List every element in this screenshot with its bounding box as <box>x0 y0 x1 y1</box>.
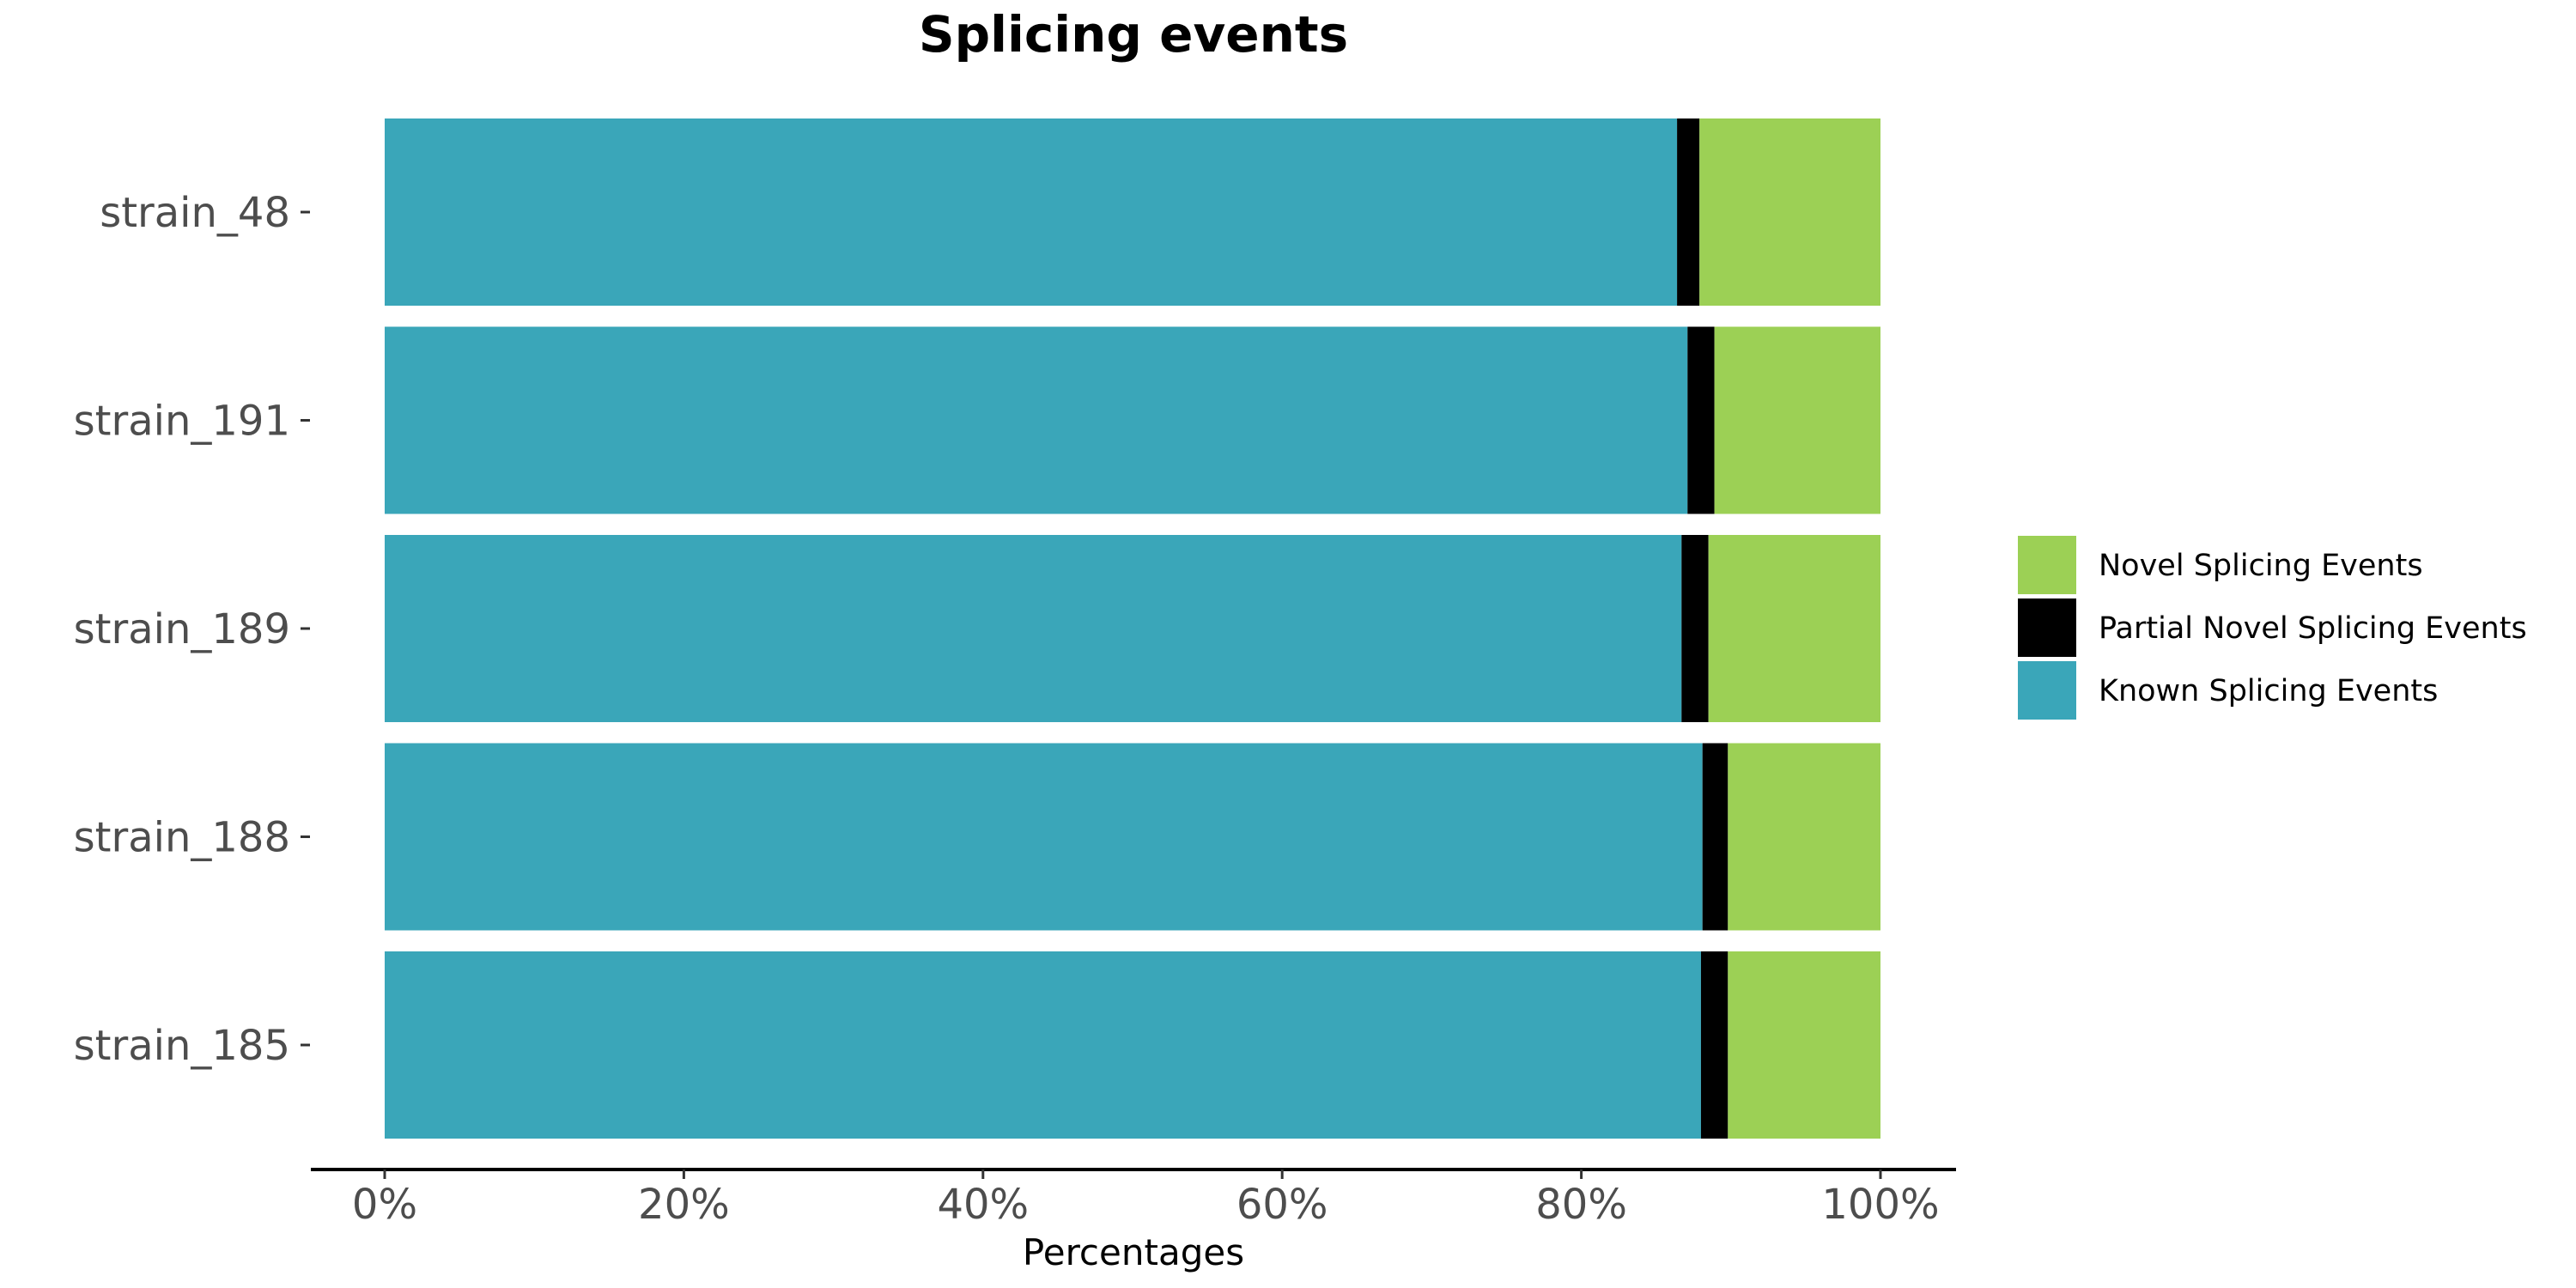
bar-strain_188-series-1 <box>1702 743 1728 931</box>
y-tick-label: strain_48 <box>100 189 290 237</box>
x-tick-label: 100% <box>1821 1181 1939 1229</box>
legend-label: Partial Novel Splicing Events <box>2099 611 2527 646</box>
x-tick-label: 0% <box>352 1181 417 1229</box>
x-axis-label: Percentages <box>1023 1231 1244 1273</box>
y-tick-label: strain_191 <box>74 398 290 446</box>
bar-strain_191-series-1 <box>1687 326 1715 514</box>
bar-strain_185-series-0 <box>385 951 1701 1139</box>
legend-key <box>2018 536 2076 594</box>
legend-key <box>2018 661 2076 720</box>
bars-layer <box>385 118 1880 1139</box>
chart-title: Splicing events <box>919 5 1348 64</box>
legend-key <box>2018 598 2076 657</box>
y-tick-label: strain_189 <box>74 605 290 653</box>
bar-strain_191-series-2 <box>1714 326 1880 514</box>
bar-strain_48-series-2 <box>1699 118 1880 306</box>
x-tick-label: 60% <box>1236 1181 1328 1229</box>
bar-strain_48-series-0 <box>385 118 1678 306</box>
bar-strain_189-series-2 <box>1708 535 1880 722</box>
bar-strain_188-series-0 <box>385 743 1703 931</box>
x-tick-label: 40% <box>937 1181 1029 1229</box>
bar-strain_185-series-2 <box>1728 951 1880 1139</box>
bar-strain_48-series-1 <box>1677 118 1700 306</box>
bar-strain_189-series-1 <box>1681 535 1709 722</box>
x-axis: 0% 20% 40% 60% 80% 100% <box>311 1168 1956 1229</box>
bar-strain_189-series-0 <box>385 535 1682 722</box>
y-tick-label: strain_188 <box>74 814 290 862</box>
y-tick-label: strain_185 <box>74 1022 290 1070</box>
legend: Novel Splicing Events Partial Novel Splic… <box>2018 536 2527 720</box>
x-tick-label: 20% <box>638 1181 730 1229</box>
bar-strain_188-series-2 <box>1728 743 1880 931</box>
bar-strain_191-series-0 <box>385 326 1688 514</box>
x-tick-label: 80% <box>1535 1181 1627 1229</box>
bar-strain_185-series-1 <box>1700 951 1728 1139</box>
legend-label: Novel Splicing Events <box>2099 549 2423 583</box>
legend-label: Known Splicing Events <box>2099 674 2438 708</box>
y-axis: strain_48 strain_191 strain_189 strain_188s… <box>74 189 310 1070</box>
